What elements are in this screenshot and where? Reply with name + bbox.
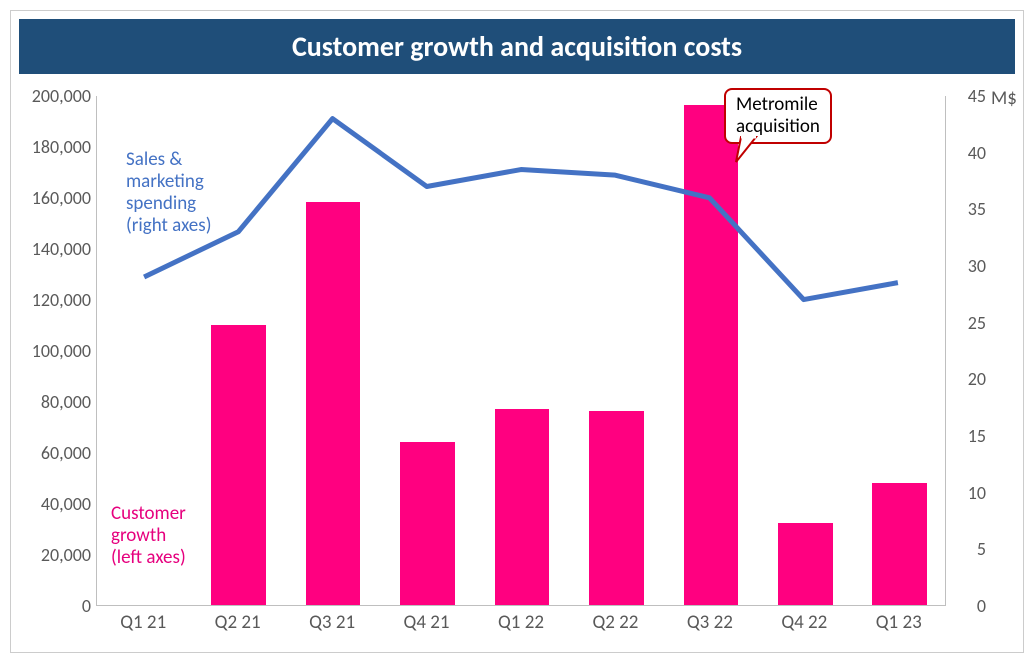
y-left-tick-label: 200,000 bbox=[11, 85, 91, 107]
y-right-tick-label: 0 bbox=[951, 595, 986, 617]
y-right-tick-label: 45 bbox=[951, 85, 986, 107]
right-axis-unit: M$ bbox=[991, 87, 1017, 110]
y-left-tick-label: 0 bbox=[11, 595, 91, 617]
x-tick-label: Q2 22 bbox=[592, 611, 638, 634]
y-right-tick-label: 35 bbox=[951, 198, 986, 220]
x-tick-label: Q1 21 bbox=[120, 611, 166, 634]
line-series bbox=[97, 96, 945, 605]
y-right-tick-label: 40 bbox=[951, 142, 986, 164]
line-path bbox=[144, 119, 898, 300]
bar-series-label: Customer growth (left axes) bbox=[111, 503, 186, 569]
y-right-tick-label: 5 bbox=[951, 538, 986, 560]
x-tick-label: Q2 21 bbox=[215, 611, 261, 634]
y-left-tick-label: 60,000 bbox=[11, 442, 91, 464]
x-tick-label: Q4 21 bbox=[404, 611, 450, 634]
chart-container: Customer growth and acquisition costs 0 2… bbox=[10, 10, 1024, 653]
y-left-tick-label: 140,000 bbox=[11, 238, 91, 260]
x-tick-label: Q1 23 bbox=[876, 611, 922, 634]
y-left-tick-label: 80,000 bbox=[11, 391, 91, 413]
label-text: marketing bbox=[126, 170, 204, 193]
callout-text: acquisition bbox=[736, 115, 820, 138]
y-left-tick-label: 100,000 bbox=[11, 340, 91, 362]
label-text: Sales & bbox=[126, 148, 182, 171]
y-right-tick-label: 10 bbox=[951, 482, 986, 504]
y-left-tick-label: 120,000 bbox=[11, 289, 91, 311]
label-text: (left axes) bbox=[111, 546, 186, 569]
y-left-tick-label: 160,000 bbox=[11, 187, 91, 209]
y-left-tick-label: 180,000 bbox=[11, 136, 91, 158]
chart-title: Customer growth and acquisition costs bbox=[19, 19, 1015, 74]
callout-text: Metromile bbox=[736, 93, 818, 116]
y-right-tick-label: 15 bbox=[951, 425, 986, 447]
y-left-tick-label: 40,000 bbox=[11, 493, 91, 515]
label-text: Customer bbox=[111, 502, 186, 525]
x-tick-label: Q3 21 bbox=[309, 611, 355, 634]
callout-tail-icon bbox=[731, 137, 761, 167]
label-text: growth bbox=[111, 524, 166, 547]
label-text: (right axes) bbox=[126, 214, 211, 237]
y-right-tick-label: 20 bbox=[951, 368, 986, 390]
label-text: spending bbox=[126, 192, 196, 215]
callout-annotation: Metromile acquisition bbox=[724, 88, 832, 144]
y-left-tick-label: 20,000 bbox=[11, 544, 91, 566]
x-tick-label: Q3 22 bbox=[687, 611, 733, 634]
plot-area bbox=[96, 96, 946, 606]
y-right-tick-label: 30 bbox=[951, 255, 986, 277]
x-tick-label: Q1 22 bbox=[498, 611, 544, 634]
x-tick-label: Q4 22 bbox=[781, 611, 827, 634]
line-series-label: Sales & marketing spending (right axes) bbox=[126, 149, 211, 236]
y-right-tick-label: 25 bbox=[951, 312, 986, 334]
